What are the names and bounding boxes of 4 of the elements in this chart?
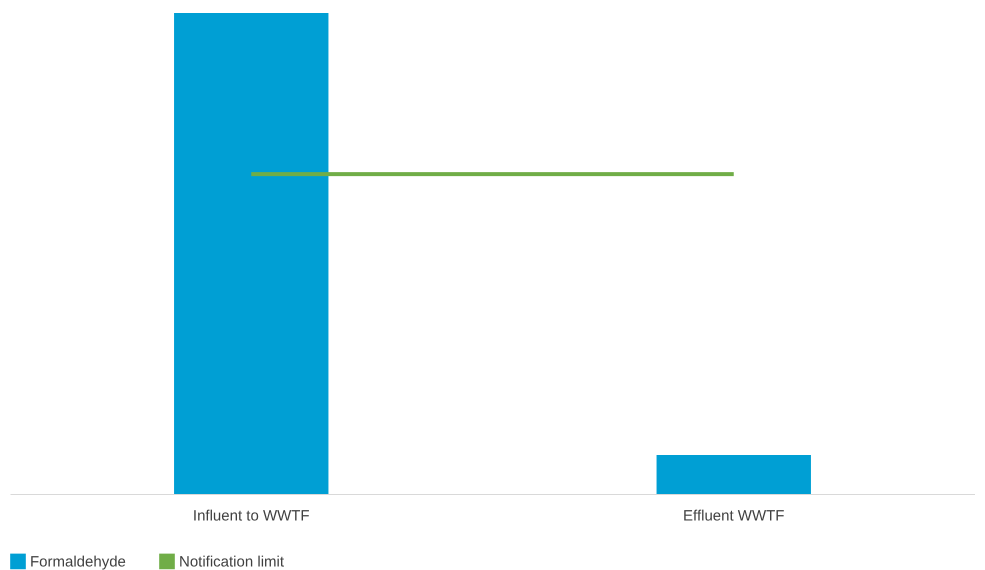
legend-label: Formaldehyde bbox=[30, 553, 126, 570]
legend-label: Notification limit bbox=[179, 553, 285, 570]
x-tick-label: Influent to WWTF bbox=[192, 508, 310, 524]
x-tick-label: Effluent WWTF bbox=[683, 508, 784, 524]
